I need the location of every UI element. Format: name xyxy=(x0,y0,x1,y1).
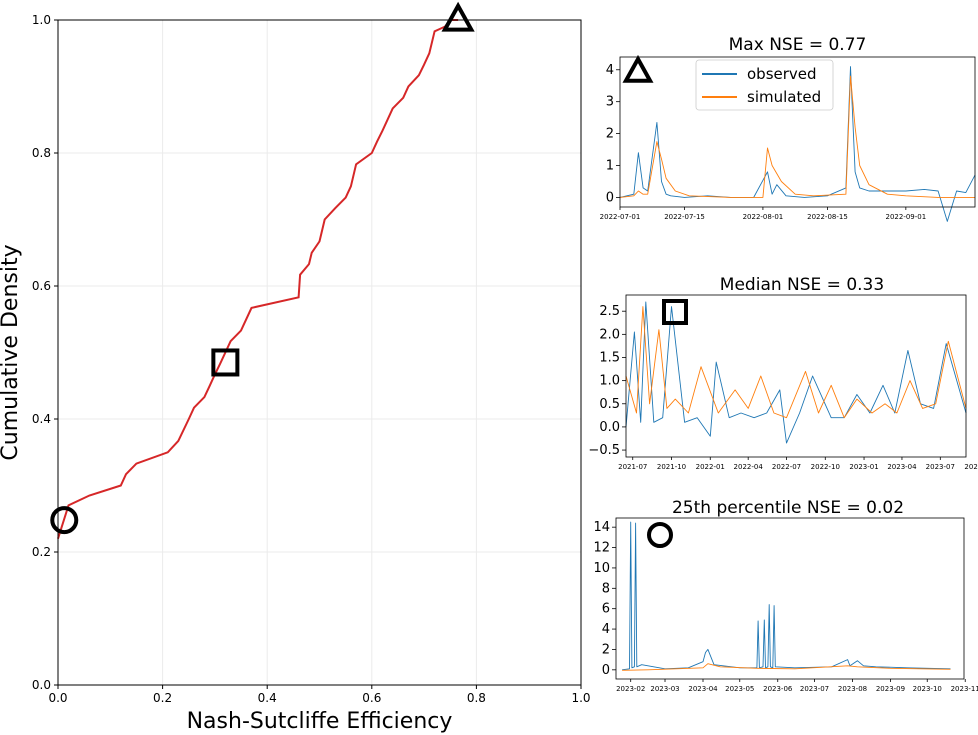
max-nse-axes-frame xyxy=(619,56,976,208)
median-nse-x-tick-label: 2021-07 xyxy=(618,463,647,471)
median-nse-axes-frame xyxy=(625,294,967,458)
median-nse-simulated-line xyxy=(625,306,967,419)
max-nse-title: Max NSE = 0.77 xyxy=(729,35,867,55)
p25-nse-y-tick-label: 12 xyxy=(593,541,610,556)
cdf-plot: 0.0 0.2 0.4 0.6 0.8 1.0 0.0 0.2 0.4 0.6 0.8 1.0 Nas… xyxy=(0,1,591,734)
median-nse-x-tick-label: 2023-04 xyxy=(887,463,917,471)
median-nse-x-tick-label: 2022-04 xyxy=(734,463,764,471)
p25-nse-x-tick-label: 2023-07 xyxy=(800,685,829,693)
median-nse-plot: Median NSE = 0.33 −0.5 0.0 0.5 1.0 1.5 2.0 2.5… xyxy=(588,275,978,471)
p25-nse-x-tick-label: 2023-03 xyxy=(650,685,679,693)
p25-nse-y-tick-label: 6 xyxy=(602,602,610,617)
p25-nse-y-tick-label: 8 xyxy=(602,581,610,596)
legend-simulated-label: simulated xyxy=(747,88,821,106)
p25-nse-y-tick-label: 14 xyxy=(593,520,610,535)
p25-nse-title: 25th percentile NSE = 0.02 xyxy=(672,498,904,518)
max-nse-y-tick-label: 0 xyxy=(606,190,614,205)
cdf-x-tick-label: 0.4 xyxy=(258,691,277,705)
p25-nse-plot: 25th percentile NSE = 0.02 0 2 4 6 8 10 12 14 20… xyxy=(593,498,978,693)
p25-nse-y-tick-label: 4 xyxy=(602,622,610,637)
max-nse-y-tick-label: 1 xyxy=(606,159,614,174)
p25-nse-y-tick-label: 10 xyxy=(593,561,610,576)
p25-nse-x-tick-label: 2023-05 xyxy=(725,685,754,693)
max-nse-x-tick-label: 2022-09-01 xyxy=(886,213,927,221)
cdf-y-tick-label: 0.0 xyxy=(32,678,51,692)
median-nse-y-tick-label: 0.0 xyxy=(599,420,620,435)
p25-nse-y-tick-label: 0 xyxy=(602,663,610,678)
cdf-y-tick-label: 0.2 xyxy=(32,545,51,559)
max-nse-plot: Max NSE = 0.77 0 1 2 3 4 2022-07-01 2022-07-15… xyxy=(600,35,976,222)
max-nse-content: 0 1 2 3 4 2022-07-01 2022-07-15 2022-08-01 2022-… xyxy=(600,54,976,222)
cdf-markers xyxy=(50,1,475,535)
median-nse-y-tick-label: 1.0 xyxy=(599,374,620,389)
median-nse-y-tick-label: 2.0 xyxy=(599,327,620,342)
max-nse-y-tick-label: 4 xyxy=(606,63,614,78)
cdf-marker-circle xyxy=(50,506,79,535)
median-nse-x-tick-label: 2023-01 xyxy=(849,463,878,471)
cdf-x-tick-label: 1.0 xyxy=(571,691,590,705)
p25-nse-y-tick-label: 2 xyxy=(602,642,610,657)
median-nse-x-tick-label: 2023-07 xyxy=(926,463,955,471)
median-nse-observed-line xyxy=(625,301,967,444)
cdf-line-layer xyxy=(57,19,459,540)
max-nse-y-tick-label: 2 xyxy=(606,127,614,142)
p25-nse-observed-line xyxy=(622,521,951,671)
cdf-y-tick-label: 0.8 xyxy=(32,146,51,160)
p25-nse-x-tick-label: 2023-11 xyxy=(951,685,978,693)
p25-nse-x-tick-label: 2023-10 xyxy=(913,685,942,693)
median-nse-y-tick-label: 1.5 xyxy=(599,350,620,365)
cdf-y-tick-label: 0.4 xyxy=(32,412,51,426)
max-nse-observed-line xyxy=(619,66,976,222)
p25-nse-simulated-line xyxy=(622,663,951,671)
cdf-marker-triangle xyxy=(441,1,475,32)
median-nse-marker-square xyxy=(662,299,688,325)
max-nse-x-tick-label: 2022-08-15 xyxy=(807,213,848,221)
max-nse-legend: observed simulated xyxy=(695,59,834,111)
max-nse-x-tick-label: 2022-08-01 xyxy=(743,213,784,221)
cdf-x-tick-label: 0.6 xyxy=(362,691,381,705)
cdf-ticks: 0.0 0.2 0.4 0.6 0.8 1.0 0.0 0.2 0.4 0.6 0.8 1.0 xyxy=(32,13,591,705)
cdf-x-axis-label: Nash-Sutcliffe Efficiency xyxy=(187,709,453,734)
median-nse-x-tick-label: 2022-01 xyxy=(696,463,725,471)
p25-nse-content: 0 2 4 6 8 10 12 14 2023-02 2023-03 2023-04 2023-05 2… xyxy=(593,520,978,693)
legend-observed-label: observed xyxy=(747,65,817,83)
median-nse-y-tick-label: −0.5 xyxy=(588,443,620,458)
p25-nse-x-tick-label: 2023-09 xyxy=(876,685,905,693)
p25-nse-x-tick-label: 2023-04 xyxy=(688,685,718,693)
max-nse-y-tick-label: 3 xyxy=(606,95,614,110)
cdf-axes-frame xyxy=(57,19,582,686)
cdf-y-tick-label: 0.6 xyxy=(32,279,51,293)
p25-nse-x-tick-label: 2023-06 xyxy=(763,685,793,693)
max-nse-simulated-line xyxy=(619,75,975,198)
p25-nse-x-tick-label: 2023-08 xyxy=(838,685,867,693)
p25-nse-marker-circle xyxy=(647,522,673,548)
p25-nse-x-tick-label: 2023-02 xyxy=(616,685,645,693)
median-nse-x-tick-label: 2022-10 xyxy=(811,463,840,471)
median-nse-y-tick-label: 2.5 xyxy=(599,304,620,319)
median-nse-x-tick-label: 2021-10 xyxy=(657,463,686,471)
cdf-x-tick-label: 0.0 xyxy=(48,691,67,705)
cdf-y-tick-label: 1.0 xyxy=(32,13,51,27)
max-nse-x-tick-label: 2022-07-01 xyxy=(600,213,641,221)
cdf-x-tick-label: 0.2 xyxy=(153,691,172,705)
median-nse-y-tick-label: 0.5 xyxy=(599,397,620,412)
median-nse-x-tick-label: 2022-07 xyxy=(772,463,801,471)
cdf-y-axis-label: Cumulative Density xyxy=(0,244,23,460)
median-nse-x-tick-label: 2023-10 xyxy=(964,463,978,471)
cdf-series-line xyxy=(57,19,459,540)
median-nse-content: −0.5 0.0 0.5 1.0 1.5 2.0 2.5 2021-07 2021-10 2022… xyxy=(588,299,978,471)
p25-nse-axes-frame xyxy=(615,517,965,680)
cdf-marker-square xyxy=(211,348,240,377)
max-nse-x-tick-label: 2022-07-15 xyxy=(664,213,705,221)
cdf-x-tick-label: 0.8 xyxy=(467,691,486,705)
max-nse-marker-triangle xyxy=(622,54,654,83)
median-nse-title: Median NSE = 0.33 xyxy=(720,275,884,295)
